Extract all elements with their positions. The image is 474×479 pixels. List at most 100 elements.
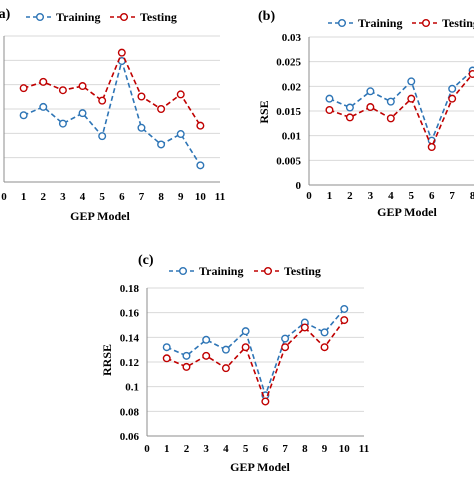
y-tick-label-b: 0.01 <box>282 131 301 143</box>
x-tick-label-a: 1 <box>21 191 27 203</box>
data-point-b-testing <box>449 95 456 102</box>
x-tick-label-c: 10 <box>339 443 351 455</box>
legend-marker-c-training <box>180 268 187 275</box>
x-tick-label-a: 3 <box>60 191 66 203</box>
data-point-a-training <box>40 104 47 111</box>
x-tick-label-c: 4 <box>223 443 229 455</box>
data-point-b-testing <box>469 71 474 78</box>
data-point-c-testing <box>203 353 210 360</box>
x-tick-label-a: 8 <box>158 191 164 203</box>
x-tick-label-a: 5 <box>99 191 105 203</box>
legend-marker-b-training <box>339 20 346 27</box>
y-tick-label-c: 0.16 <box>120 308 140 320</box>
y-tick-label-b: 0.015 <box>276 106 301 118</box>
data-point-a-training <box>79 110 86 117</box>
data-point-b-testing <box>326 107 333 114</box>
data-point-b-training <box>408 78 415 85</box>
data-point-b-training <box>449 86 456 93</box>
legend-label-b-training: Training <box>358 16 402 30</box>
x-tick-label-a: 9 <box>178 191 184 203</box>
data-point-b-training <box>347 104 354 111</box>
data-point-a-testing <box>138 93 145 100</box>
data-point-a-testing <box>177 91 184 98</box>
data-point-a-testing <box>40 79 47 86</box>
data-point-c-testing <box>302 324 309 331</box>
data-point-b-testing <box>428 144 435 151</box>
data-point-b-testing <box>408 95 415 102</box>
legend-marker-a-testing <box>121 14 128 21</box>
series-line-c-testing <box>167 320 345 401</box>
y-tick-label-b: 0.005 <box>276 155 301 167</box>
legend-label-a-training: Training <box>56 10 100 24</box>
y-tick-label-b: 0.03 <box>282 32 302 44</box>
legend-label-b-testing: Testing <box>442 16 474 30</box>
data-point-a-testing <box>20 85 27 92</box>
x-tick-label-c: 5 <box>243 443 249 455</box>
data-point-a-testing <box>99 97 106 104</box>
data-point-a-testing <box>60 87 67 94</box>
x-tick-label-a: 2 <box>41 191 47 203</box>
x-tick-label-b: 2 <box>347 190 353 202</box>
data-point-c-training <box>163 344 170 351</box>
x-tick-label-b: 3 <box>368 190 374 202</box>
x-tick-label-b: 8 <box>470 190 474 202</box>
y-tick-label-c: 0.12 <box>120 357 140 369</box>
data-point-c-testing <box>242 344 249 351</box>
y-tick-label-c: 0.06 <box>120 431 140 443</box>
data-point-b-testing <box>347 114 354 121</box>
x-tick-label-b: 0 <box>306 190 312 202</box>
x-axis-label-c: GEP Model <box>230 460 290 474</box>
panel-label-a: (a) <box>0 7 11 22</box>
y-tick-label-b: 0 <box>296 180 302 192</box>
data-point-c-testing <box>262 398 269 405</box>
x-axis-label-a: GEP Model <box>70 209 130 223</box>
x-tick-label-c: 9 <box>322 443 328 455</box>
data-point-c-training <box>282 335 289 342</box>
data-point-a-training <box>177 131 184 138</box>
x-tick-label-a: 6 <box>119 191 125 203</box>
data-point-b-training <box>367 88 374 95</box>
data-point-b-training <box>388 98 395 105</box>
legend-marker-b-testing <box>423 20 430 27</box>
legend-marker-c-testing <box>265 268 272 275</box>
data-point-a-training <box>20 112 27 119</box>
data-point-c-testing <box>163 355 170 362</box>
y-axis-label-b: RSE <box>257 100 271 123</box>
data-point-a-training <box>99 133 106 140</box>
data-point-c-training <box>223 346 230 353</box>
data-point-c-training <box>341 306 348 313</box>
legend-label-c-testing: Testing <box>284 264 321 278</box>
x-axis-label-b: GEP Model <box>377 205 437 219</box>
y-tick-label-c: 0.08 <box>120 406 140 418</box>
data-point-c-testing <box>183 364 190 371</box>
data-point-b-training <box>326 95 333 102</box>
y-tick-label-b: 0.02 <box>282 81 302 93</box>
data-point-a-testing <box>79 83 86 90</box>
data-point-a-testing <box>119 49 126 56</box>
x-tick-label-c: 7 <box>282 443 288 455</box>
panel-label-b: (b) <box>258 9 275 24</box>
x-tick-label-a: 4 <box>80 191 86 203</box>
x-tick-label-b: 7 <box>449 190 455 202</box>
y-tick-label-c: 0.14 <box>120 332 140 344</box>
legend-label-a-testing: Testing <box>140 10 177 24</box>
panel-label-c: (c) <box>138 253 154 268</box>
x-tick-label-a: 0 <box>1 191 7 203</box>
data-point-a-testing <box>158 106 165 113</box>
x-tick-label-a: 7 <box>139 191 145 203</box>
x-tick-label-a: 10 <box>195 191 207 203</box>
x-tick-label-b: 1 <box>327 190 333 202</box>
y-tick-label-c: 0.1 <box>125 382 139 394</box>
data-point-c-testing <box>223 365 230 372</box>
x-tick-label-b: 5 <box>409 190 415 202</box>
data-point-b-testing <box>367 104 374 111</box>
data-point-a-training <box>60 120 67 127</box>
data-point-a-training <box>138 124 145 131</box>
x-tick-label-c: 3 <box>203 443 209 455</box>
x-tick-label-c: 11 <box>359 443 369 455</box>
x-tick-label-c: 8 <box>302 443 308 455</box>
